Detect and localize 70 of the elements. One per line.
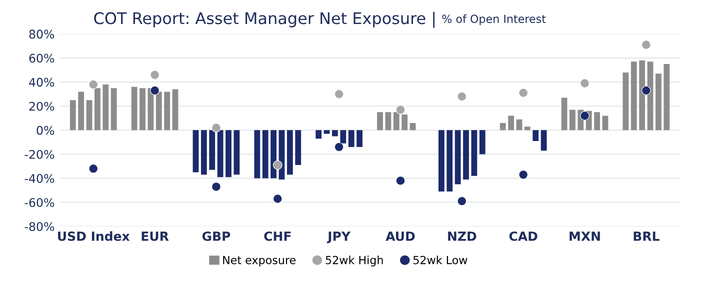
x-tick-label: BRL <box>634 232 660 241</box>
point <box>580 78 590 88</box>
bar <box>131 86 138 130</box>
bar <box>156 92 162 130</box>
x-tick-label: MXN <box>570 232 600 241</box>
y-tick-label: 40% <box>29 78 54 87</box>
bar <box>540 130 547 151</box>
point <box>88 164 98 174</box>
bar <box>524 126 530 130</box>
x-tick-label: EUR <box>142 232 169 241</box>
chart-title: COT Report: Asset Manager Net Exposure | <box>94 12 435 28</box>
bar <box>356 130 362 148</box>
x-tick-label: AUD <box>386 232 415 241</box>
bar <box>630 62 637 130</box>
bar <box>500 122 506 130</box>
y-tick-label: 20% <box>29 102 54 111</box>
bar <box>508 116 514 130</box>
y-tick-label: -60% <box>24 198 54 207</box>
x-tick-label: JPY <box>326 232 351 244</box>
point <box>272 194 282 204</box>
y-tick-label: -40% <box>24 174 54 183</box>
point <box>212 182 221 192</box>
point <box>334 89 344 99</box>
x-tick-label: USD Index <box>58 231 130 241</box>
bar <box>78 92 84 130</box>
point <box>88 80 98 90</box>
bar <box>570 110 576 130</box>
legend-label: 52wk Low <box>413 256 468 264</box>
point <box>642 86 651 96</box>
y-tick-label: -80% <box>24 222 54 232</box>
point <box>518 88 528 98</box>
x-tick-label: NZD <box>448 232 476 241</box>
point <box>334 142 344 152</box>
bar <box>385 112 392 130</box>
bar <box>516 119 522 130</box>
point <box>212 123 221 132</box>
bar <box>402 114 408 130</box>
point <box>580 111 590 120</box>
point <box>457 196 467 206</box>
legend-label: Net exposure <box>223 256 296 266</box>
point <box>150 86 160 96</box>
x-tick-label: GBP <box>202 231 230 241</box>
bar <box>622 72 629 130</box>
bar <box>70 100 76 130</box>
bar <box>639 60 646 130</box>
point <box>642 40 651 50</box>
bar <box>148 88 154 130</box>
x-tick-label: CAD <box>509 231 538 241</box>
legend-label: 52wk High <box>326 256 383 266</box>
point <box>150 70 160 80</box>
bar <box>479 130 486 154</box>
bar <box>377 112 383 130</box>
bar <box>393 112 400 130</box>
bar <box>86 100 92 130</box>
bar <box>561 98 568 130</box>
y-tick-label: 80% <box>29 30 54 39</box>
y-tick-label: 60% <box>29 54 54 63</box>
point <box>457 92 467 102</box>
bar <box>295 130 302 166</box>
y-tick-label: -20% <box>24 150 54 159</box>
bar <box>140 88 146 130</box>
bar <box>94 88 100 130</box>
bar <box>234 130 240 175</box>
y-tick-label: 0% <box>36 126 54 135</box>
chart-subtitle: % of Open Interest <box>442 14 546 26</box>
point <box>396 176 406 186</box>
point <box>518 170 528 180</box>
point <box>396 105 406 114</box>
x-tick-label: CHF <box>264 231 291 241</box>
point <box>272 160 282 170</box>
